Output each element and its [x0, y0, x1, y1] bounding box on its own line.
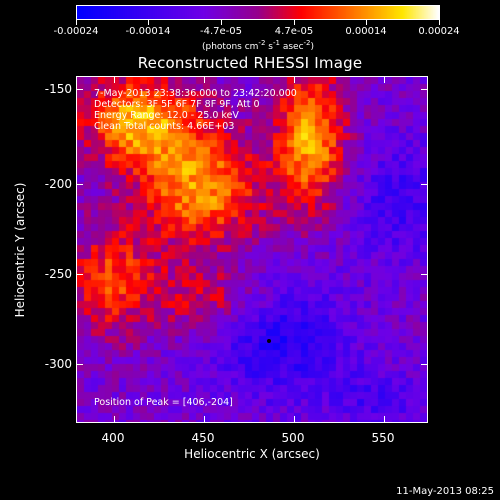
x-axis-label: Heliocentric X (arcsec) [184, 447, 320, 461]
x-tick-label: 400 [101, 431, 125, 445]
x-tick-label: 550 [371, 431, 395, 445]
colorbar-tick-label: -0.00014 [125, 26, 171, 37]
colorbar-gradient [77, 6, 439, 19]
x-tick [114, 77, 115, 83]
y-tick [421, 274, 427, 275]
x-tick [384, 77, 385, 83]
colorbar-tick [148, 20, 149, 25]
x-tick-label: 500 [281, 431, 305, 445]
x-tick-label: 450 [191, 431, 215, 445]
y-tick [421, 89, 427, 90]
y-tick [77, 274, 83, 275]
colorbar-tick-label: 4.7e-05 [274, 26, 314, 37]
colorbar-tick [366, 20, 367, 25]
plot-title: Reconstructed RHESSI Image [137, 54, 363, 72]
peak-marker [267, 339, 271, 343]
x-tick [114, 416, 115, 422]
y-tick [77, 89, 83, 90]
x-tick [384, 416, 385, 422]
colorbar-tick-label: 0.00014 [345, 26, 387, 37]
y-tick-label: -200 [44, 177, 72, 191]
y-tick-label: -250 [44, 267, 72, 281]
colorbar-tick [76, 20, 77, 25]
y-axis-label: Heliocentric Y (arcsec) [13, 182, 27, 318]
y-tick [421, 184, 427, 185]
y-tick [77, 364, 83, 365]
colorbar-tick [294, 20, 295, 25]
x-tick [204, 416, 205, 422]
colorbar [76, 5, 440, 20]
detectors-text: Detectors: 3F 5F 6F 7F 8F 9F, Att 0 [94, 99, 260, 110]
y-tick [421, 364, 427, 365]
colorbar-tick-label: -4.7e-05 [200, 26, 242, 37]
peak-position-text: Position of Peak = [406,-204] [94, 397, 233, 408]
y-tick [77, 184, 83, 185]
colorbar-tick-label: 0.00024 [418, 26, 460, 37]
time-range-text: 7-May-2013 23:38:36.000 to 23:42:20.000 [94, 88, 297, 99]
colorbar-tick [439, 20, 440, 25]
x-tick [294, 77, 295, 83]
image-plot: 7-May-2013 23:38:36.000 to 23:42:20.000 … [76, 76, 428, 423]
y-tick-label: -150 [44, 82, 72, 96]
clean-counts-text: Clean Total counts: 4.66E+03 [94, 121, 235, 132]
x-tick [204, 77, 205, 83]
colorbar-tick-label: -0.00024 [53, 26, 99, 37]
colorbar-tick [221, 20, 222, 25]
x-tick [294, 416, 295, 422]
energy-range-text: Energy Range: 12.0 - 25.0 keV [94, 110, 239, 121]
y-tick-label: -300 [44, 357, 72, 371]
footer-timestamp: 11-May-2013 08:25 [396, 486, 494, 497]
colorbar-units: (photons cm-2 s-1 asec-2) [201, 39, 315, 52]
rhessi-image [77, 77, 427, 422]
